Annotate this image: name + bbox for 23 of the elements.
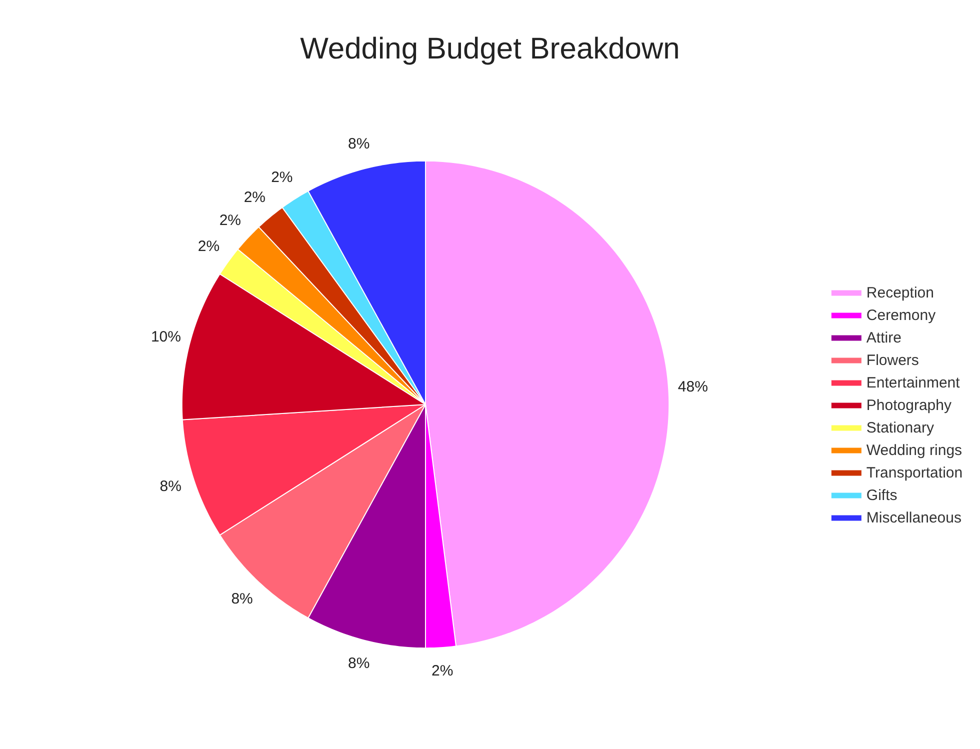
chart-title: Wedding Budget Breakdown — [300, 32, 680, 66]
legend-label: Flowers — [866, 352, 919, 370]
legend-label: Miscellaneous — [866, 510, 962, 527]
data-label: 2% — [431, 662, 454, 680]
data-label: 2% — [271, 169, 293, 186]
data-label: 2% — [244, 188, 266, 206]
legend-label: Stationary — [866, 420, 934, 437]
data-label: 8% — [160, 478, 182, 496]
legend-label: Entertainment — [866, 374, 961, 392]
legend-label: Gifts — [866, 487, 898, 504]
legend-label: Photography — [866, 397, 952, 414]
legend-label: Attire — [866, 330, 902, 347]
data-label: 48% — [678, 378, 708, 396]
data-label: 8% — [348, 654, 370, 672]
legend-label: Ceremony — [866, 307, 936, 324]
data-label: 8% — [231, 590, 253, 608]
data-label: 2% — [219, 212, 242, 229]
legend-label: Wedding rings — [866, 442, 962, 460]
legend-label: Transportation — [866, 464, 963, 482]
data-label: 8% — [348, 136, 370, 153]
data-label: 2% — [198, 238, 220, 255]
legend-label: Reception — [866, 284, 934, 302]
data-label: 10% — [150, 328, 181, 346]
